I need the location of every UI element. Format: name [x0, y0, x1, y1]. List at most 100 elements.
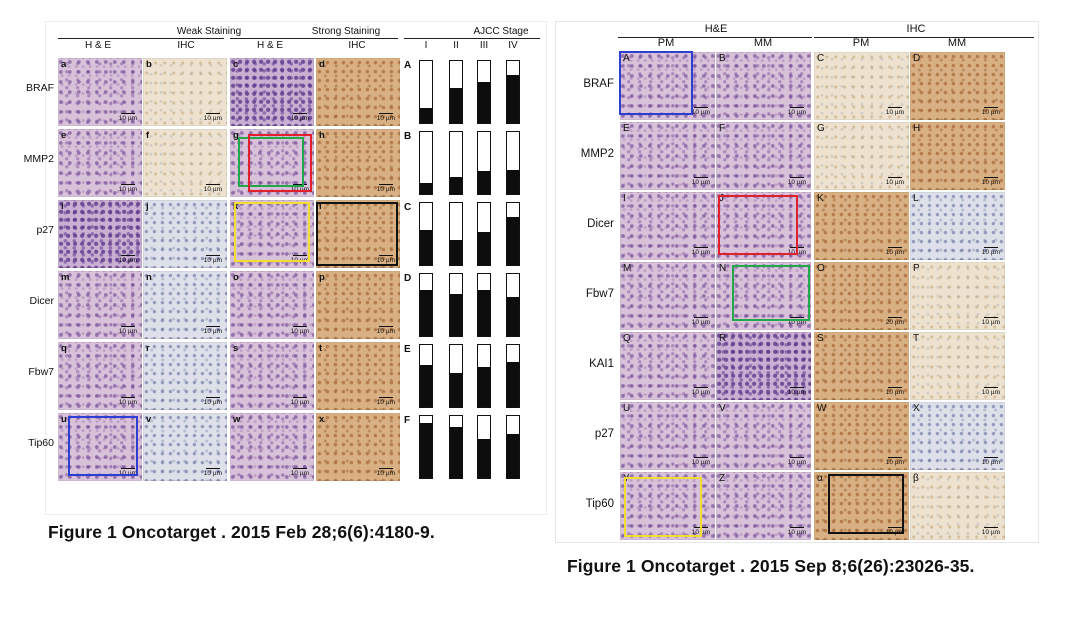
right-figure: H&E IHC PM MM PM MM BRAF A 10 µm B 10 µm C 10 …	[556, 22, 1038, 542]
tile-letter: i	[61, 201, 64, 212]
right-tile: S 10 µm	[814, 332, 909, 400]
stage-bar-fill	[507, 217, 519, 265]
stage-bar-fill	[478, 231, 490, 265]
stage-bar	[477, 344, 491, 408]
highlight-yellow-box	[234, 202, 310, 262]
scale-bar-label: 10 µm	[982, 387, 1000, 397]
scale-bar-label: 10 µm	[291, 326, 309, 336]
tile-letter: N	[719, 263, 727, 274]
stage-bar	[506, 273, 520, 337]
stage-bar	[477, 60, 491, 124]
stage-bar	[449, 273, 463, 337]
scale-bar-label: 10 µm	[982, 457, 1000, 467]
left-tile: a 10 µm	[58, 58, 142, 126]
left-tile: q 10 µm	[58, 342, 142, 410]
scale-bar-label: 10 µm	[204, 326, 222, 336]
right-tile: R 10 µm	[716, 332, 811, 400]
stage-bar-fill	[420, 229, 432, 265]
tile-letter: s	[233, 343, 239, 354]
subheader-he-weak: H & E	[84, 40, 112, 51]
left-tile: j 10 µm	[143, 200, 227, 268]
stage-bar	[477, 273, 491, 337]
left-tile: b 10 µm	[143, 58, 227, 126]
highlight-green-box	[238, 137, 304, 187]
tile-letter: B	[719, 53, 726, 64]
stage-bar	[419, 202, 433, 266]
right-tile: Y 10 µm	[620, 472, 715, 540]
right-tile: G 10 µm	[814, 122, 909, 190]
stage-bar	[419, 344, 433, 408]
left-row-label: Fbw7	[28, 366, 54, 378]
header-rule-he	[618, 37, 812, 38]
tile-letter: F	[719, 123, 726, 134]
tile-letter: t	[319, 343, 323, 354]
right-tile: β 10 µm	[910, 472, 1005, 540]
tile-letter: x	[319, 414, 325, 425]
bar-row-letter: A	[404, 60, 412, 71]
right-tile: T 10 µm	[910, 332, 1005, 400]
scale-bar-label: 10 µm	[982, 247, 1000, 257]
scale-bar-label: 10 µm	[886, 247, 904, 257]
scale-bar-label: 10 µm	[204, 255, 222, 265]
stage-bar	[506, 60, 520, 124]
right-tile: W 10 µm	[814, 402, 909, 470]
header-strong-staining: Strong Staining	[311, 26, 381, 37]
bar-row-letter: F	[404, 415, 411, 426]
tile-letter: β	[913, 473, 919, 484]
header-weak-staining: Weak Staining	[176, 26, 242, 37]
left-row-label: p27	[36, 224, 54, 236]
scale-bar-label: 10 µm	[291, 397, 309, 407]
stage-header-ii: II	[453, 40, 459, 51]
scale-bar-label: 10 µm	[692, 247, 710, 257]
scale-bar-label: 10 µm	[788, 527, 806, 537]
scale-bar-label: 10 µm	[377, 113, 395, 123]
subheader-ihc-pm: PM	[852, 37, 870, 49]
header-he: H&E	[704, 23, 728, 35]
right-tile: K 10 µm	[814, 192, 909, 260]
stage-bar-fill	[450, 372, 462, 407]
highlight-green-box	[732, 265, 810, 321]
stage-bar-fill	[507, 361, 519, 407]
right-tile: C 10 µm	[814, 52, 909, 120]
scale-bar-label: 10 µm	[377, 255, 395, 265]
right-row-label: MMP2	[580, 148, 614, 160]
right-tile: I 10 µm	[620, 192, 715, 260]
stage-bar	[506, 131, 520, 195]
right-row-label: BRAF	[583, 78, 614, 90]
scale-bar-label: 10 µm	[377, 326, 395, 336]
left-tile: o 10 µm	[230, 271, 314, 339]
tile-letter: h	[319, 130, 325, 141]
right-tile: α 10 µm	[814, 472, 909, 540]
header-rule-ajcc	[404, 38, 540, 39]
tile-letter: α	[817, 473, 823, 484]
tile-letter: j	[146, 201, 149, 212]
right-tile: M 10 µm	[620, 262, 715, 330]
scale-bar-label: 10 µm	[886, 387, 904, 397]
tile-letter: M	[623, 263, 632, 274]
header-rule-strong	[230, 38, 398, 39]
subheader-he-pm: PM	[657, 37, 675, 49]
tile-letter: D	[913, 53, 921, 64]
tile-letter: K	[817, 193, 824, 204]
header-ihc: IHC	[906, 23, 926, 35]
scale-bar-label: 10 µm	[692, 387, 710, 397]
header-rule-ihc	[814, 37, 1034, 38]
left-tile: t 10 µm	[316, 342, 400, 410]
scale-bar-label: 10 µm	[692, 317, 710, 327]
highlight-red-box	[248, 134, 312, 192]
stage-bar-fill	[507, 433, 519, 478]
left-tile: h 10 µm	[316, 129, 400, 197]
left-tile: s 10 µm	[230, 342, 314, 410]
stage-bar-fill	[420, 364, 432, 407]
left-row-label: Tip60	[28, 437, 54, 449]
tile-letter: f	[146, 130, 150, 141]
tile-letter: C	[817, 53, 825, 64]
stage-header-i: I	[424, 40, 428, 51]
bar-row-letter: E	[404, 344, 411, 355]
stage-bar-fill	[420, 182, 432, 194]
stage-bar-fill	[420, 290, 432, 336]
scale-bar-label: 10 µm	[119, 184, 137, 194]
right-tile: H 10 µm	[910, 122, 1005, 190]
subheader-ihc-weak: IHC	[177, 40, 195, 51]
tile-letter: d	[319, 59, 325, 70]
